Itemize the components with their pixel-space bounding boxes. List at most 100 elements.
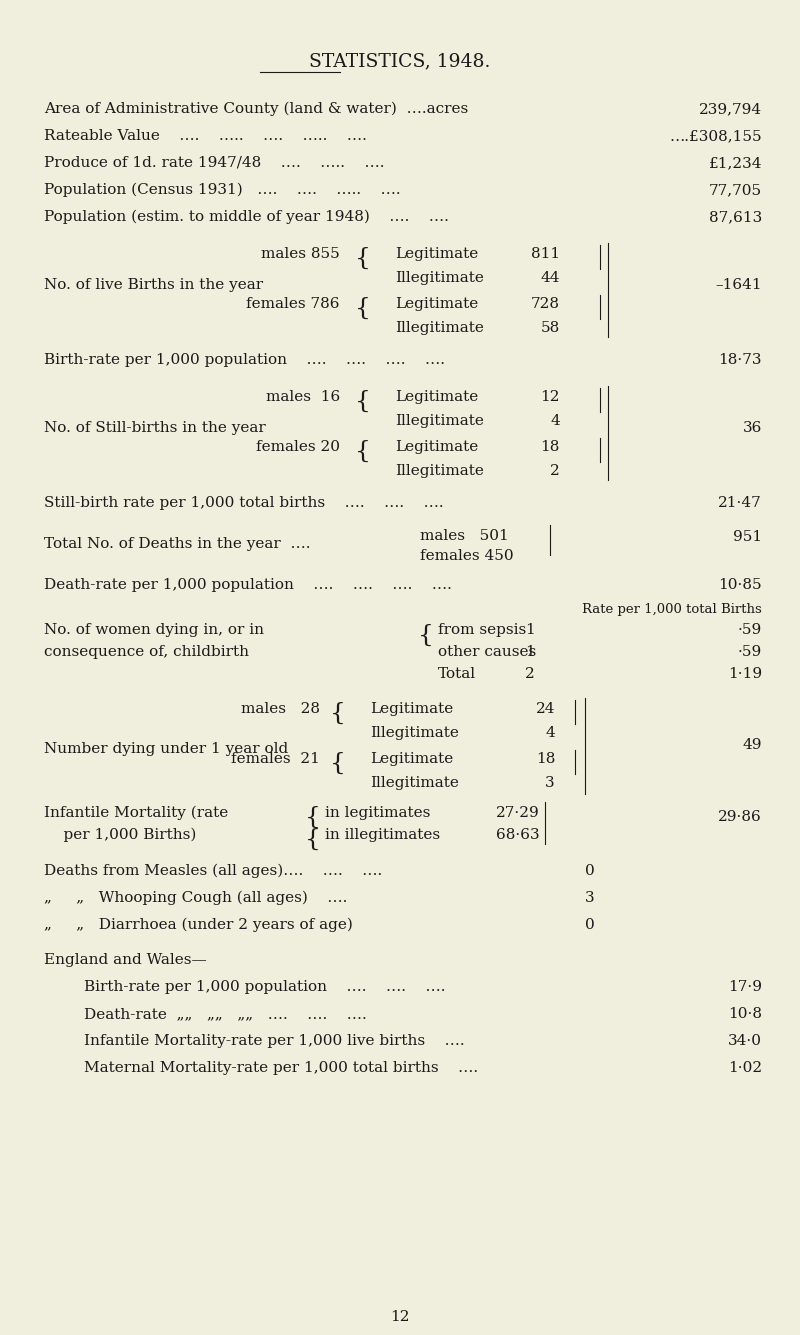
Text: Legitimate: Legitimate — [370, 702, 454, 716]
Text: 4: 4 — [546, 726, 555, 740]
Text: Illegitimate: Illegitimate — [395, 414, 484, 429]
Text: Number dying under 1 year old: Number dying under 1 year old — [44, 742, 288, 756]
Text: £1,234: £1,234 — [709, 156, 762, 170]
Text: „     „   Diarrhoea (under 2 years of age): „ „ Diarrhoea (under 2 years of age) — [44, 918, 353, 932]
Text: –1641: –1641 — [715, 278, 762, 292]
Text: consequence of, childbirth: consequence of, childbirth — [44, 645, 249, 659]
Text: males   501: males 501 — [420, 529, 509, 543]
Text: females 786: females 786 — [246, 296, 340, 311]
Text: females 450: females 450 — [420, 549, 514, 563]
Text: {: { — [305, 828, 321, 850]
Text: Deaths from Measles (all ages)….    ….    ….: Deaths from Measles (all ages)…. …. …. — [44, 864, 382, 878]
Text: Total No. of Deaths in the year  ….: Total No. of Deaths in the year …. — [44, 537, 310, 551]
Text: Illegitimate: Illegitimate — [395, 465, 484, 478]
Text: Rateable Value    ….    …..    ….    …..    ….: Rateable Value …. ….. …. ….. …. — [44, 129, 367, 143]
Text: in illegitimates: in illegitimates — [325, 828, 440, 842]
Text: males 855: males 855 — [262, 247, 340, 262]
Text: 2: 2 — [550, 465, 560, 478]
Text: from sepsis: from sepsis — [438, 623, 526, 637]
Text: 951: 951 — [733, 530, 762, 543]
Text: 0: 0 — [585, 864, 595, 878]
Text: 21·47: 21·47 — [718, 497, 762, 510]
Text: 3: 3 — [546, 776, 555, 790]
Text: Death-rate per 1,000 population    ….    ….    ….    ….: Death-rate per 1,000 population …. …. ….… — [44, 578, 452, 591]
Text: 12: 12 — [541, 390, 560, 405]
Text: females 20: females 20 — [256, 441, 340, 454]
Text: Legitimate: Legitimate — [395, 441, 478, 454]
Text: 12: 12 — [390, 1310, 410, 1324]
Text: Area of Administrative County (land & water)  ….acres: Area of Administrative County (land & wa… — [44, 101, 468, 116]
Text: other causes: other causes — [438, 645, 536, 659]
Text: England and Wales—: England and Wales— — [44, 953, 206, 967]
Text: Population (estim. to middle of year 1948)    ….    ….: Population (estim. to middle of year 194… — [44, 210, 449, 224]
Text: 1: 1 — [525, 623, 535, 637]
Text: Legitimate: Legitimate — [395, 247, 478, 262]
Text: 24: 24 — [535, 702, 555, 716]
Text: Death-rate  „„   „„   „„   ….    ….    ….: Death-rate „„ „„ „„ …. …. …. — [84, 1007, 366, 1021]
Text: {: { — [305, 805, 321, 829]
Text: {: { — [355, 390, 371, 413]
Text: 58: 58 — [541, 320, 560, 335]
Text: 36: 36 — [742, 421, 762, 435]
Text: ·59: ·59 — [738, 623, 762, 637]
Text: Total: Total — [438, 668, 476, 681]
Text: 17·9: 17·9 — [728, 980, 762, 995]
Text: 18: 18 — [536, 752, 555, 766]
Text: 27·29: 27·29 — [496, 806, 540, 820]
Text: 77,705: 77,705 — [709, 183, 762, 198]
Text: Produce of 1d. rate 1947/48    ….    …..    ….: Produce of 1d. rate 1947/48 …. ….. …. — [44, 156, 385, 170]
Text: in legitimates: in legitimates — [325, 806, 430, 820]
Text: „     „   Whooping Cough (all ages)    ….: „ „ Whooping Cough (all ages) …. — [44, 890, 347, 905]
Text: Population (Census 1931)   ….    ….    …..    ….: Population (Census 1931) …. …. ….. …. — [44, 183, 401, 198]
Text: 2: 2 — [525, 668, 535, 681]
Text: males   28: males 28 — [241, 702, 320, 716]
Text: {: { — [355, 247, 371, 270]
Text: No. of live Births in the year: No. of live Births in the year — [44, 278, 263, 292]
Text: 811: 811 — [531, 247, 560, 262]
Text: 29·86: 29·86 — [718, 810, 762, 824]
Text: 1: 1 — [525, 645, 535, 659]
Text: No. of Still-births in the year: No. of Still-births in the year — [44, 421, 266, 435]
Text: 44: 44 — [541, 271, 560, 284]
Text: Illegitimate: Illegitimate — [370, 776, 459, 790]
Text: Birth-rate per 1,000 population    ….    ….    ….    ….: Birth-rate per 1,000 population …. …. ….… — [44, 352, 445, 367]
Text: ·59: ·59 — [738, 645, 762, 659]
Text: Infantile Mortality (rate: Infantile Mortality (rate — [44, 806, 228, 821]
Text: {: { — [418, 623, 434, 646]
Text: 49: 49 — [742, 738, 762, 752]
Text: 68·63: 68·63 — [496, 828, 540, 842]
Text: 10·8: 10·8 — [728, 1007, 762, 1021]
Text: 728: 728 — [531, 296, 560, 311]
Text: 3: 3 — [585, 890, 595, 905]
Text: {: { — [330, 752, 346, 774]
Text: {: { — [355, 439, 371, 462]
Text: 0: 0 — [585, 918, 595, 932]
Text: STATISTICS, 1948.: STATISTICS, 1948. — [310, 52, 490, 69]
Text: Illegitimate: Illegitimate — [370, 726, 459, 740]
Text: 18·73: 18·73 — [718, 352, 762, 367]
Text: Legitimate: Legitimate — [395, 390, 478, 405]
Text: {: { — [355, 296, 371, 319]
Text: No. of women dying in, or in: No. of women dying in, or in — [44, 623, 264, 637]
Text: males  16: males 16 — [266, 390, 340, 405]
Text: Legitimate: Legitimate — [370, 752, 454, 766]
Text: 239,794: 239,794 — [699, 101, 762, 116]
Text: 1·02: 1·02 — [728, 1061, 762, 1075]
Text: Rate per 1,000 total Births: Rate per 1,000 total Births — [582, 603, 762, 615]
Text: females  21: females 21 — [231, 752, 320, 766]
Text: Still-birth rate per 1,000 total births    ….    ….    ….: Still-birth rate per 1,000 total births … — [44, 497, 444, 510]
Text: per 1,000 Births): per 1,000 Births) — [44, 828, 196, 842]
Text: Maternal Mortality-rate per 1,000 total births    ….: Maternal Mortality-rate per 1,000 total … — [84, 1061, 478, 1075]
Text: 10·85: 10·85 — [718, 578, 762, 591]
Text: 1·19: 1·19 — [728, 668, 762, 681]
Text: 4: 4 — [550, 414, 560, 429]
Text: ….£308,155: ….£308,155 — [670, 129, 762, 143]
Text: Infantile Mortality-rate per 1,000 live births    ….: Infantile Mortality-rate per 1,000 live … — [84, 1035, 465, 1048]
Text: Illegitimate: Illegitimate — [395, 320, 484, 335]
Text: Legitimate: Legitimate — [395, 296, 478, 311]
Text: 87,613: 87,613 — [709, 210, 762, 224]
Text: Birth-rate per 1,000 population    ….    ….    ….: Birth-rate per 1,000 population …. …. …. — [84, 980, 446, 995]
Text: 34·0: 34·0 — [728, 1035, 762, 1048]
Text: 18: 18 — [541, 441, 560, 454]
Text: Illegitimate: Illegitimate — [395, 271, 484, 284]
